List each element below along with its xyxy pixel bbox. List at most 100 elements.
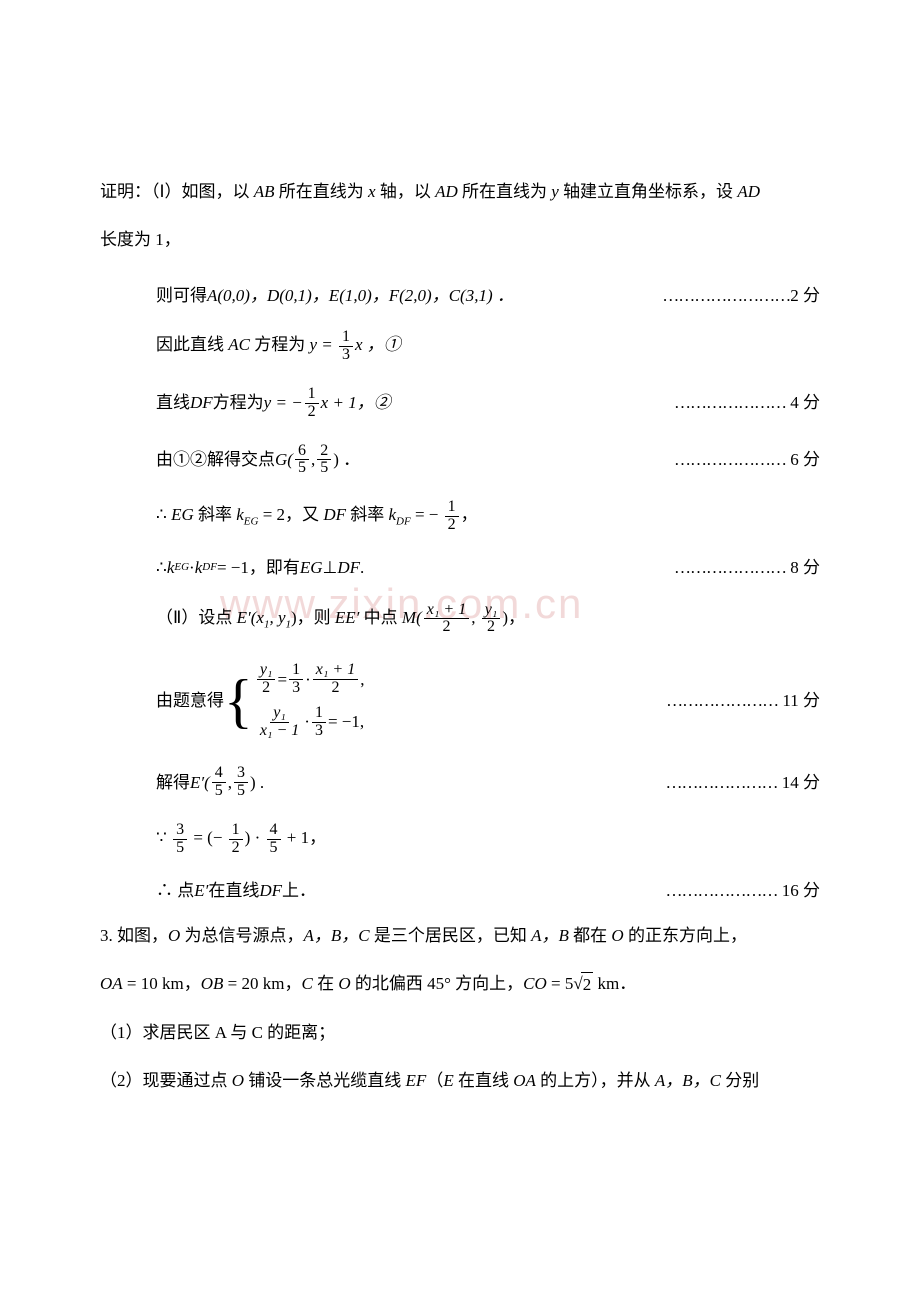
var-abc: A，B，C (304, 926, 370, 945)
var-o: O (338, 974, 350, 993)
text: 铺设一条总光缆直线 (244, 1071, 406, 1090)
text: = 10 km， (123, 974, 201, 993)
frac: 13 (289, 662, 303, 697)
text: x + 1，② (321, 391, 391, 415)
num: 1 (312, 705, 326, 723)
text: 所在直线为 (275, 182, 369, 201)
q3-line-1: 3. 如图，O 为总信号源点，A，B，C 是三个居民区，已知 A，B 都在 O … (100, 924, 820, 948)
num: 3 (234, 765, 248, 783)
document-body: 证明：（Ⅰ）如图，以 AB 所在直线为 x 轴，以 AD 所在直线为 y 轴建立… (100, 180, 820, 1093)
num: 1 (445, 499, 459, 517)
var-ab: AB (254, 182, 275, 201)
eq: = (277, 668, 287, 692)
den: 2 (439, 619, 453, 636)
step-3-left: 直线 DF 方程为 y = − 12x + 1，② (156, 386, 391, 421)
var-ad2: AD (737, 182, 760, 201)
frac-1-2b: 12 (445, 499, 459, 534)
text: 在直线 (454, 1071, 514, 1090)
text: 都在 (569, 926, 612, 945)
eq: y = − (264, 391, 303, 415)
text: 所在直线为 (458, 182, 552, 201)
var-ep: E′ (194, 879, 208, 903)
step-1-score: ……………………2 分 (662, 284, 820, 308)
step-8: 由题意得 { y₁2 = 13 · x₁ + 12, y₁x₁ − 1 · 13… (100, 658, 820, 743)
step-5: ∴ EG 斜率 kEG = 2，又 DF 斜率 kDF = − 12， (100, 499, 820, 534)
dot: · (304, 710, 310, 734)
var-df: DF (190, 391, 213, 415)
eq-row-1: y₁2 = 13 · x₁ + 12, (255, 662, 365, 697)
frac-3-5: 35 (234, 765, 248, 800)
num: 6 (295, 443, 309, 461)
step-3-score: ………………… 4 分 (674, 391, 820, 415)
var-o: O (168, 926, 180, 945)
frac-4-5: 45 (267, 822, 281, 857)
step-4-score: ………………… 6 分 (674, 448, 820, 472)
text: ) . (250, 771, 264, 795)
text: （Ⅱ）设点 (156, 608, 237, 627)
dots: ………………… (666, 691, 778, 710)
den: 5 (317, 460, 331, 477)
text: 为总信号源点， (180, 926, 303, 945)
text: km． (593, 974, 636, 993)
perp: ⊥ (323, 556, 338, 580)
num: 3 (173, 822, 187, 840)
var-g: G( (275, 448, 293, 472)
den: 5 (267, 840, 281, 857)
var-oa: OA (100, 974, 123, 993)
text: = 5 (547, 974, 574, 993)
var-o: O (611, 926, 623, 945)
step-1: 则可得 A(0,0)，D(0,1)，E(1,0)，F(2,0)，C(3,1) ．… (100, 284, 820, 308)
text: 斜率 (194, 505, 237, 524)
den: 2 (328, 680, 342, 697)
text: 3. 如图， (100, 926, 168, 945)
step-8-left: 由题意得 { y₁2 = 13 · x₁ + 12, y₁x₁ − 1 · 13… (156, 658, 364, 743)
text: = 2，又 (258, 505, 323, 524)
text: 解得 (156, 771, 190, 795)
step-1-left: 则可得 A(0,0)，D(0,1)，E(1,0)，F(2,0)，C(3,1) ． (156, 284, 514, 308)
den: x₁ − 1 (257, 723, 302, 740)
dots: …………………… (662, 286, 790, 305)
num: y₁ (257, 662, 276, 680)
comma: , (228, 771, 232, 795)
text: 分别 (721, 1071, 759, 1090)
den: 2 (229, 840, 243, 857)
score: 4 分 (790, 393, 820, 412)
var-df: DF (337, 556, 360, 580)
step-9-score: ………………… 14 分 (666, 771, 821, 795)
den: 2 (445, 517, 459, 534)
dot: · (305, 668, 311, 692)
points-list: A(0,0)，D(0,1)，E(1,0)，F(2,0)，C(3,1) ． (207, 284, 514, 308)
den: 5 (173, 840, 187, 857)
text: x ，① (355, 336, 401, 355)
step-6: ∴ kEG · kDF = −1，即有 EG ⊥ DF. ………………… 8 分 (100, 556, 820, 580)
den: 2 (259, 680, 273, 697)
step-7: （Ⅱ）设点 E′(x1, y1)，则 EE′ 中点 M(x₁ + 12, y₁2… (100, 602, 820, 637)
eq: y = (309, 336, 337, 355)
proof-intro-2: 长度为 1， (100, 228, 820, 252)
text: （ (426, 1071, 443, 1090)
num: 1 (305, 386, 319, 404)
frac-1-2: 12 (229, 822, 243, 857)
frac-1-3: 13 (339, 329, 353, 364)
var-oa: OA (513, 1071, 536, 1090)
dots: ………………… (666, 773, 778, 792)
num: y₁ (270, 705, 289, 723)
text: 由①②解得交点 (156, 448, 275, 472)
text: 中点 (359, 608, 402, 627)
eq-row-2: y₁x₁ − 1 · 13 = −1, (255, 705, 365, 740)
num: 1 (289, 662, 303, 680)
den: 2 (305, 404, 319, 421)
frac-y1-2: y₁2 (482, 602, 501, 637)
frac: y₁x₁ − 1 (257, 705, 302, 740)
num: 2 (317, 443, 331, 461)
text: 方程为 (250, 336, 310, 355)
frac-x1p1-2: x₁ + 12 (424, 602, 469, 637)
text: ∵ (156, 828, 171, 847)
dots: ………………… (674, 558, 786, 577)
comma: , (471, 608, 480, 627)
var-ab: A，B (531, 926, 569, 945)
var-e: E (443, 1071, 453, 1090)
score: 8 分 (790, 558, 820, 577)
text: 在直线 (208, 879, 259, 903)
frac: 13 (312, 705, 326, 740)
